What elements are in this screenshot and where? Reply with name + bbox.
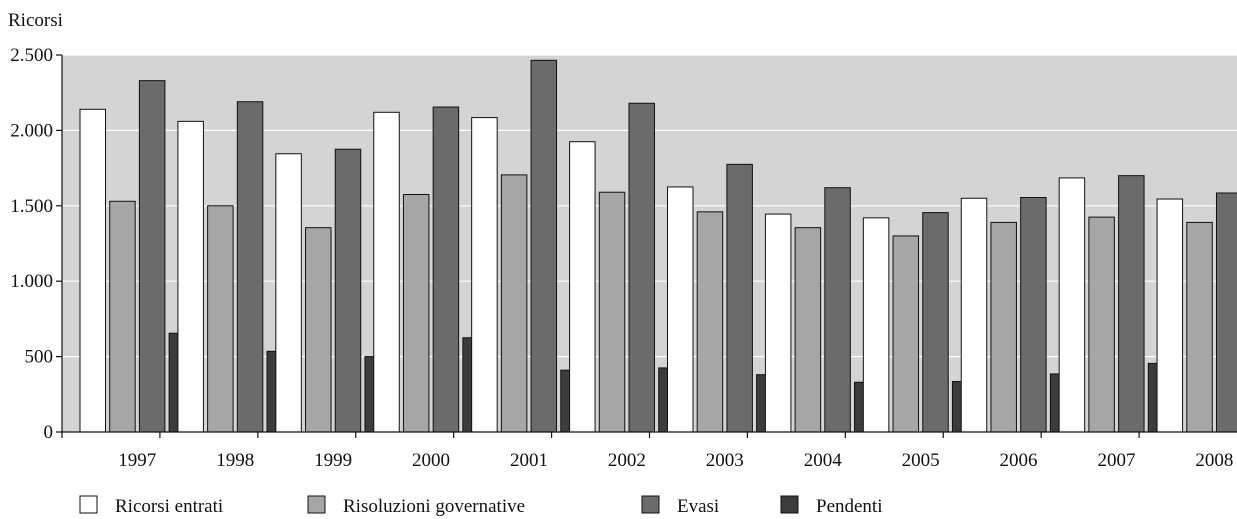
bar-ricorsi-entrati-1999 [275, 153, 302, 433]
legend-swatch [780, 495, 799, 514]
bar-risoluzioni-governative-2002 [598, 191, 626, 433]
bar-ricorsi-entrati-2000 [373, 111, 400, 433]
legend-label: Risoluzioni governative [343, 496, 525, 517]
bar-ricorsi-entrati-2006 [960, 197, 988, 433]
legend-swatch [79, 495, 98, 514]
x-tick-label: 2001 [510, 450, 548, 471]
bar-evasi-2000 [432, 106, 460, 433]
bar-risoluzioni-governative-1999 [305, 227, 332, 433]
y-tick-label: 500 [25, 347, 54, 368]
bar-evasi-2003 [726, 163, 753, 433]
bar-ricorsi-entrati-2005 [862, 217, 890, 433]
bar-ricorsi-entrati-1997 [79, 108, 106, 433]
bar-ricorsi-entrati-2008 [1156, 198, 1184, 433]
y-tick-label: 2.500 [10, 45, 53, 66]
bar-ricorsi-entrati-2001 [471, 117, 498, 433]
x-tick-label: 2006 [1000, 450, 1038, 471]
x-tick-label: 2008 [1195, 450, 1233, 471]
bar-ricorsi-entrati-1998 [177, 120, 204, 433]
x-tick-label: 2004 [804, 450, 843, 471]
bar-risoluzioni-governative-2008 [1186, 221, 1213, 433]
bar-evasi-2005 [922, 212, 949, 433]
bar-evasi-1998 [236, 101, 264, 433]
bar-risoluzioni-governative-2000 [402, 193, 430, 433]
x-tick-labels: 1997 1998 1999 2000 2001 2002 2003 2004 2005 2006… [118, 450, 1233, 471]
legend-swatch [641, 495, 660, 514]
bar-evasi-2008 [1215, 192, 1237, 433]
x-tick-label: 1998 [216, 450, 254, 471]
x-tick-label: 2002 [608, 450, 646, 471]
bar-risoluzioni-governative-2007 [1088, 216, 1115, 433]
bar-risoluzioni-governative-2004 [794, 227, 822, 433]
bar-risoluzioni-governative-1997 [109, 200, 136, 433]
bar-risoluzioni-governative-1998 [207, 205, 234, 433]
bar-risoluzioni-governative-2003 [696, 211, 724, 433]
bar-evasi-1997 [138, 80, 166, 433]
y-tick-label: 1.500 [10, 196, 53, 217]
x-tick-label: 2007 [1097, 450, 1135, 471]
bar-ricorsi-entrati-2004 [764, 213, 792, 433]
bar-ricorsi-entrati-2007 [1058, 177, 1086, 433]
y-tick-label: 0 [44, 422, 54, 443]
bar-risoluzioni-governative-2001 [500, 174, 528, 433]
legend-label: Ricorsi entrati [115, 496, 223, 517]
bar-evasi-2006 [1020, 197, 1047, 433]
y-axis-title: Ricorsi [8, 10, 63, 31]
legend-swatch [307, 495, 326, 514]
bar-evasi-1999 [334, 148, 362, 433]
x-tick-label: 2005 [902, 450, 940, 471]
bar-ricorsi-entrati-2003 [667, 186, 694, 433]
y-tick-label: 2.000 [10, 120, 53, 141]
x-tick-label: 1997 [118, 450, 156, 471]
x-tick-label: 2000 [412, 450, 450, 471]
legend: Ricorsi entrati Risoluzioni governative Ev… [79, 495, 883, 517]
bar-evasi-2007 [1118, 175, 1145, 433]
y-tick-labels: 0 500 1.000 1.500 2.000 2.500 [10, 45, 53, 443]
legend-label: Pendenti [816, 496, 883, 517]
legend-label: Evasi [677, 496, 719, 517]
x-tick-label: 2003 [706, 450, 744, 471]
bar-ricorsi-entrati-2002 [569, 141, 596, 433]
bar-risoluzioni-governative-2006 [990, 221, 1017, 433]
x-tick-label: 1999 [314, 450, 352, 471]
bar-risoluzioni-governative-2005 [892, 235, 920, 433]
axes [56, 54, 1237, 438]
y-tick-label: 1.000 [10, 271, 53, 292]
bar-evasi-2002 [628, 102, 655, 433]
bar-evasi-2001 [530, 59, 558, 433]
bar-evasi-2004 [824, 187, 851, 433]
